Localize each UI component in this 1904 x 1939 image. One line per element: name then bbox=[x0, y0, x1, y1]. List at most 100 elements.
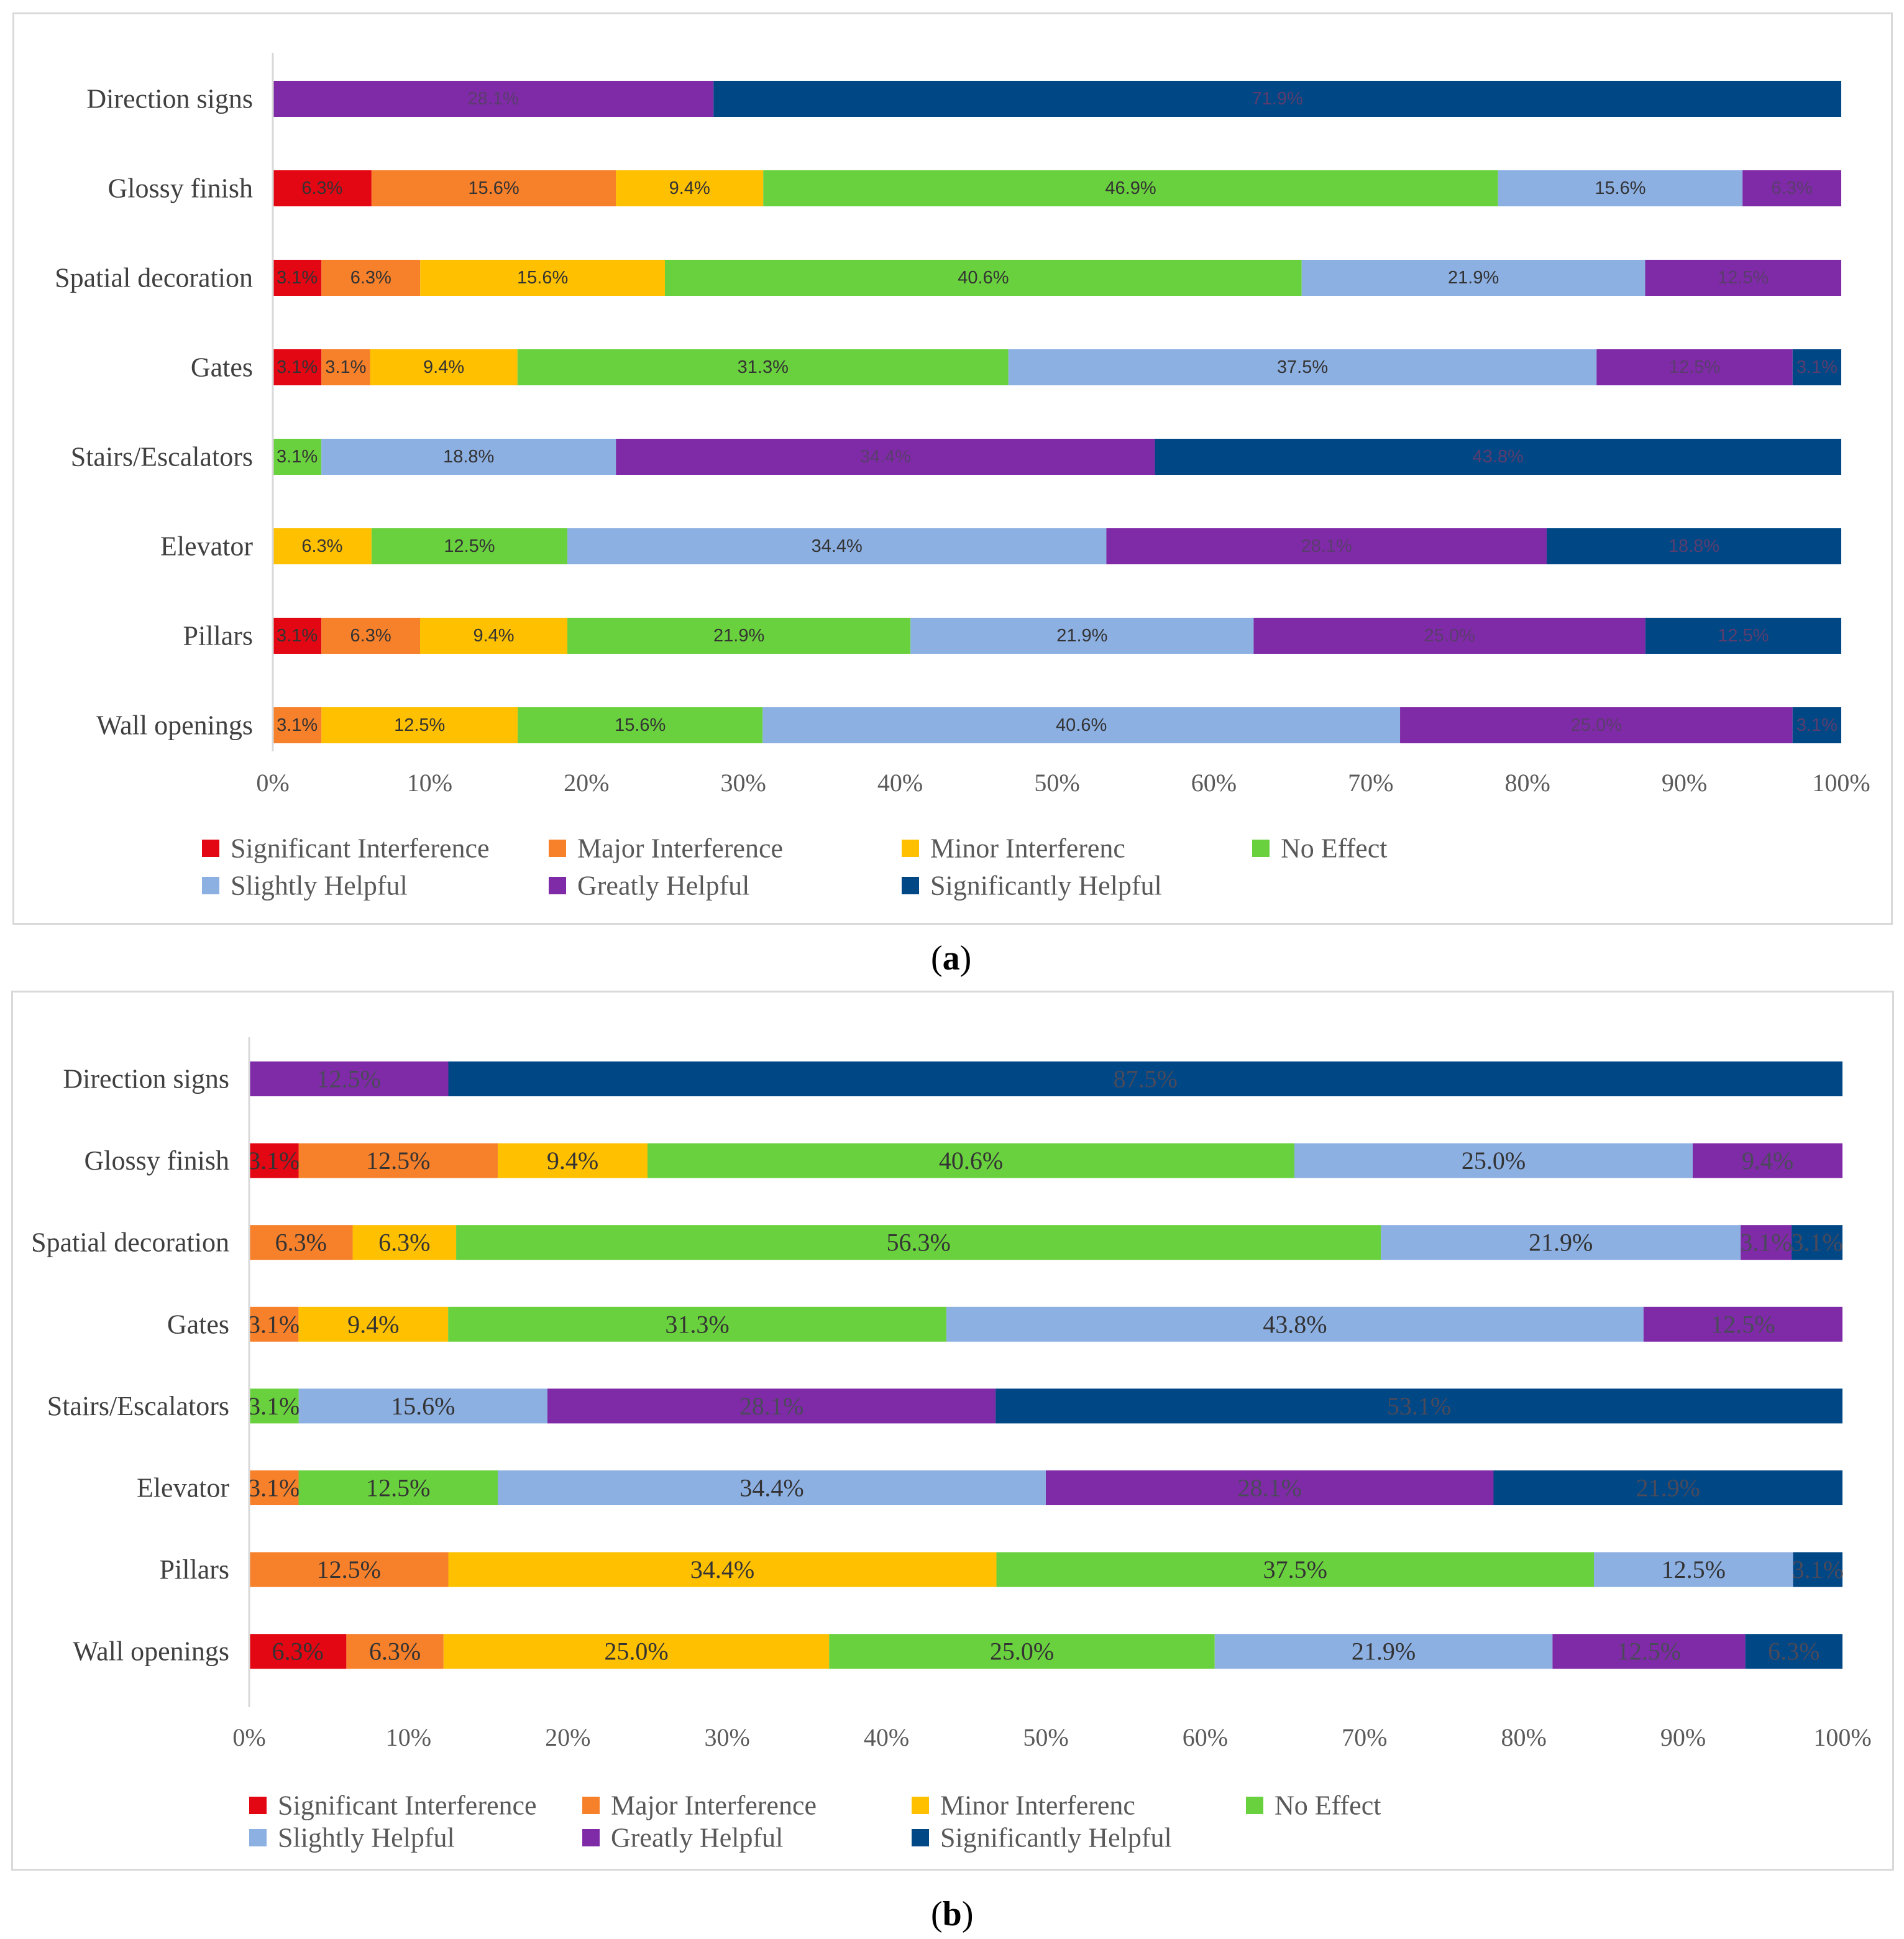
bar-segment-wall-openings-significantly-helpful bbox=[1745, 1634, 1842, 1669]
data-label-wall-openings-greatly-helpful: 12.5% bbox=[1617, 1638, 1681, 1666]
bar-segment-gates-slightly-helpful bbox=[946, 1306, 1644, 1342]
data-label-glossy-finish-major-interference: 12.5% bbox=[366, 1147, 430, 1175]
caption-b: (b) bbox=[931, 1895, 974, 1933]
legend-swatch-major-interference bbox=[549, 840, 566, 857]
bar-segment-spatial-decoration-greatly-helpful bbox=[1741, 1225, 1792, 1260]
x-tick-label: 40% bbox=[864, 1723, 909, 1751]
data-label-pillars-major-interference: 6.3% bbox=[350, 626, 391, 646]
data-label-pillars-significant-interference: 3.1% bbox=[277, 626, 318, 646]
bar-segment-elevator-no-effect bbox=[298, 1470, 498, 1505]
data-label-glossy-finish-no-effect: 40.6% bbox=[939, 1147, 1003, 1175]
legend-label-significantly-helpful: Significantly Helpful bbox=[930, 871, 1162, 901]
data-label-gates-greatly-helpful: 12.5% bbox=[1711, 1310, 1775, 1338]
bar-segment-glossy-finish-greatly-helpful bbox=[1742, 170, 1841, 206]
bar-segment-glossy-finish-major-interference bbox=[298, 1143, 498, 1178]
category-label-spatial-decoration: Spatial decoration bbox=[31, 1227, 229, 1258]
bar-segment-glossy-finish-minor-interferenc bbox=[616, 170, 764, 206]
bar-segment-glossy-finish-major-interference bbox=[371, 170, 616, 206]
data-label-elevator-major-interference: 3.1% bbox=[248, 1474, 300, 1502]
bar-segment-glossy-finish-no-effect bbox=[648, 1143, 1294, 1178]
data-label-spatial-decoration-significant-interference: 3.1% bbox=[277, 268, 318, 288]
data-label-elevator-minor-interferenc: 6.3% bbox=[301, 536, 342, 556]
legend-label-slightly-helpful: Slightly Helpful bbox=[231, 871, 408, 901]
data-label-glossy-finish-major-interference: 15.6% bbox=[468, 178, 519, 198]
bar-segment-wall-openings-minor-interferenc bbox=[443, 1634, 830, 1669]
data-label-pillars-no-effect: 21.9% bbox=[713, 626, 764, 646]
bar-segment-pillars-significantly-helpful bbox=[1645, 618, 1841, 654]
data-label-stairs-escalators-significantly-helpful: 53.1% bbox=[1387, 1392, 1451, 1420]
legend-swatch-slightly-helpful bbox=[202, 877, 219, 894]
data-label-elevator-significantly-helpful: 18.8% bbox=[1668, 536, 1719, 556]
bar-segment-direction-signs-significantly-helpful bbox=[448, 1061, 1842, 1096]
data-label-gates-slightly-helpful: 37.5% bbox=[1277, 357, 1328, 377]
data-label-wall-openings-major-interference: 6.3% bbox=[369, 1638, 421, 1666]
data-label-elevator-no-effect: 12.5% bbox=[366, 1474, 430, 1502]
data-label-gates-no-effect: 31.3% bbox=[665, 1310, 729, 1338]
data-label-glossy-finish-greatly-helpful: 6.3% bbox=[1772, 178, 1813, 198]
x-tick-label: 10% bbox=[386, 1723, 431, 1751]
bar-segment-gates-no-effect bbox=[517, 349, 1009, 385]
bar-segment-gates-minor-interferenc bbox=[370, 349, 518, 385]
data-label-spatial-decoration-minor-interferenc: 6.3% bbox=[378, 1229, 430, 1257]
bar-segment-stairs-escalators-significantly-helpful bbox=[995, 1388, 1842, 1424]
bar-segment-wall-openings-major-interference bbox=[273, 707, 322, 743]
data-label-direction-signs-greatly-helpful: 12.5% bbox=[317, 1065, 381, 1093]
legend-swatch-significant-interference bbox=[249, 1797, 267, 1814]
data-label-gates-major-interference: 3.1% bbox=[248, 1310, 300, 1338]
data-label-pillars-significantly-helpful: 3.1% bbox=[1792, 1556, 1844, 1584]
bar-segment-glossy-finish-slightly-helpful bbox=[1294, 1143, 1693, 1178]
x-tick-label: 90% bbox=[1660, 1723, 1706, 1751]
data-label-stairs-escalators-greatly-helpful: 28.1% bbox=[739, 1392, 803, 1420]
bar-segment-wall-openings-significantly-helpful bbox=[1792, 707, 1841, 743]
data-label-elevator-greatly-helpful: 28.1% bbox=[1301, 536, 1352, 556]
bar-segment-gates-major-interference bbox=[321, 349, 370, 385]
bar-segment-elevator-slightly-helpful bbox=[567, 528, 1107, 564]
bar-segment-glossy-finish-minor-interferenc bbox=[497, 1143, 648, 1178]
data-label-direction-signs-significantly-helpful: 87.5% bbox=[1114, 1065, 1178, 1093]
category-label-direction-signs: Direction signs bbox=[63, 1064, 229, 1094]
legend-swatch-significantly-helpful bbox=[912, 1829, 929, 1846]
data-label-spatial-decoration-slightly-helpful: 21.9% bbox=[1448, 268, 1499, 288]
bar-segment-gates-greatly-helpful bbox=[1643, 1306, 1842, 1342]
bar-segment-spatial-decoration-significantly-helpful bbox=[1792, 1225, 1842, 1260]
bar-segment-spatial-decoration-no-effect bbox=[665, 260, 1302, 296]
bar-segment-gates-major-interference bbox=[249, 1306, 299, 1342]
data-label-elevator-slightly-helpful: 34.4% bbox=[739, 1474, 803, 1502]
data-label-spatial-decoration-slightly-helpful: 21.9% bbox=[1529, 1229, 1593, 1257]
category-label-stairs-escalators: Stairs/Escalators bbox=[47, 1391, 229, 1421]
x-tick-label: 60% bbox=[1191, 769, 1237, 797]
data-label-elevator-greatly-helpful: 28.1% bbox=[1238, 1474, 1302, 1502]
data-label-glossy-finish-greatly-helpful: 9.4% bbox=[1742, 1147, 1793, 1175]
data-label-glossy-finish-significant-interference: 3.1% bbox=[248, 1147, 300, 1175]
bar-segment-wall-openings-slightly-helpful bbox=[762, 707, 1401, 743]
data-label-direction-signs-greatly-helpful: 28.1% bbox=[468, 89, 519, 109]
category-label-glossy-finish: Glossy finish bbox=[108, 173, 253, 204]
bar-segment-stairs-escalators-significantly-helpful bbox=[1155, 439, 1841, 475]
data-label-wall-openings-no-effect: 25.0% bbox=[990, 1638, 1054, 1666]
bar-segment-pillars-minor-interferenc bbox=[420, 618, 568, 654]
x-tick-label: 100% bbox=[1812, 769, 1870, 797]
bar-segment-wall-openings-slightly-helpful bbox=[1214, 1634, 1553, 1669]
bar-segment-glossy-finish-slightly-helpful bbox=[1498, 170, 1743, 206]
bar-segment-gates-significantly-helpful bbox=[1792, 349, 1841, 385]
chart-panel-a: 28.1% 71.9% Direction signs 6.3% 15.6% 9.4% 46… bbox=[12, 12, 1893, 925]
data-label-wall-openings-major-interference: 3.1% bbox=[277, 715, 318, 735]
data-label-wall-openings-significantly-helpful: 3.1% bbox=[1796, 715, 1838, 735]
legend-swatch-minor-interferenc bbox=[912, 1797, 929, 1814]
bar-segment-direction-signs-greatly-helpful bbox=[273, 81, 714, 117]
data-label-stairs-escalators-greatly-helpful: 34.4% bbox=[860, 447, 911, 467]
bar-segment-wall-openings-major-interference bbox=[346, 1634, 444, 1669]
bar-segment-elevator-slightly-helpful bbox=[497, 1470, 1046, 1505]
data-label-gates-minor-interferenc: 9.4% bbox=[423, 357, 464, 377]
bar-segment-wall-openings-greatly-helpful bbox=[1400, 707, 1793, 743]
x-tick-label: 60% bbox=[1183, 1723, 1228, 1751]
bar-segment-pillars-major-interference bbox=[249, 1552, 449, 1587]
bar-segment-stairs-escalators-no-effect bbox=[249, 1388, 299, 1424]
category-label-pillars: Pillars bbox=[183, 621, 253, 651]
bar-segment-wall-openings-significant-interference bbox=[249, 1634, 347, 1669]
legend-label-significantly-helpful: Significantly Helpful bbox=[940, 1823, 1172, 1853]
bar-segment-wall-openings-greatly-helpful bbox=[1552, 1634, 1746, 1669]
x-tick-label: 30% bbox=[721, 769, 766, 797]
bar-segment-elevator-significantly-helpful bbox=[1546, 528, 1841, 564]
bar-segment-gates-minor-interferenc bbox=[298, 1306, 449, 1342]
